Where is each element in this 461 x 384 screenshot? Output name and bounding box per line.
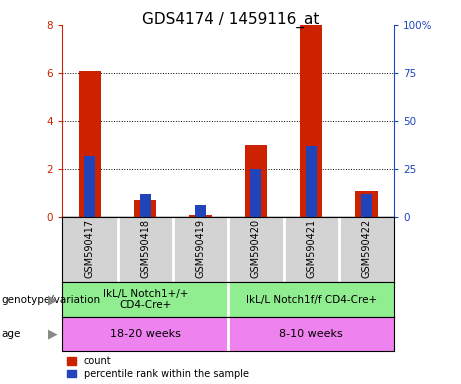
Text: GSM590421: GSM590421	[306, 219, 316, 278]
Text: ▶: ▶	[48, 328, 58, 341]
Text: GSM590422: GSM590422	[361, 219, 372, 278]
Bar	[134, 200, 156, 217]
Text: 18-20 weeks: 18-20 weeks	[110, 329, 181, 339]
Bar	[355, 190, 378, 217]
Text: IkL/L Notch1f/f CD4-Cre+: IkL/L Notch1f/f CD4-Cre+	[246, 295, 377, 305]
Bar	[245, 145, 267, 217]
Text: IkL/L Notch1+/+
CD4-Cre+: IkL/L Notch1+/+ CD4-Cre+	[102, 289, 188, 310]
Bar	[306, 146, 317, 217]
Bar	[189, 215, 212, 217]
Legend: count, percentile rank within the sample: count, percentile rank within the sample	[67, 356, 248, 379]
Text: 8-10 weeks: 8-10 weeks	[279, 329, 343, 339]
Bar	[300, 25, 322, 217]
Bar	[140, 194, 151, 217]
Bar	[84, 156, 95, 217]
Bar	[195, 205, 206, 217]
Bar	[361, 194, 372, 217]
Text: GSM590420: GSM590420	[251, 219, 261, 278]
Bar	[79, 71, 101, 217]
Text: GSM590418: GSM590418	[140, 219, 150, 278]
Text: age: age	[1, 329, 21, 339]
Bar	[250, 169, 261, 217]
Text: genotype/variation: genotype/variation	[1, 295, 100, 305]
Text: GSM590419: GSM590419	[195, 219, 206, 278]
Text: GSM590417: GSM590417	[85, 219, 95, 278]
Text: ▶: ▶	[48, 293, 58, 306]
Text: GDS4174 / 1459116_at: GDS4174 / 1459116_at	[142, 12, 319, 28]
